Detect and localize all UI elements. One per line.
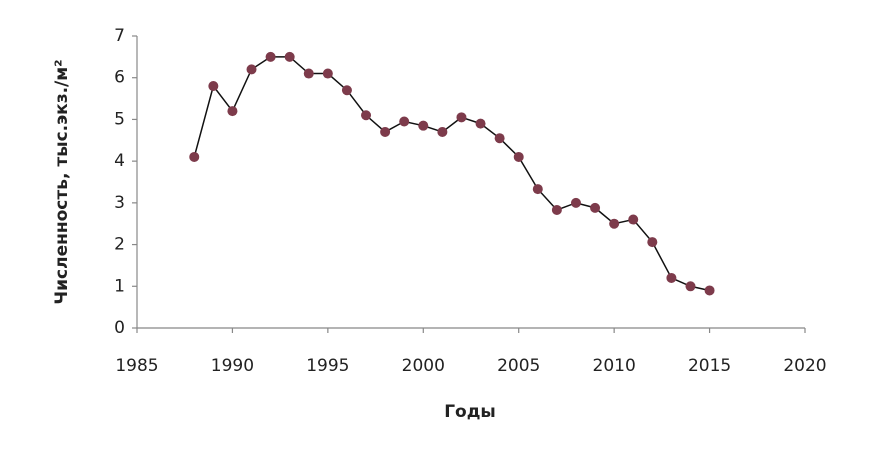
x-tick-label: 2000 xyxy=(402,356,445,376)
x-tick-label: 1985 xyxy=(115,356,158,376)
data-point xyxy=(399,116,410,127)
y-tick-label: 7 xyxy=(114,26,125,46)
data-point xyxy=(704,285,715,296)
y-axis-label: Численность, тыс.экз./м² xyxy=(52,59,72,304)
data-point xyxy=(208,81,219,92)
data-point xyxy=(570,197,581,208)
data-point xyxy=(380,126,391,137)
y-tick-label: 0 xyxy=(114,318,125,338)
y-tick-label: 1 xyxy=(114,276,125,296)
data-point xyxy=(456,112,467,123)
x-tick-label: 1990 xyxy=(211,356,254,376)
data-point xyxy=(437,126,448,137)
x-tick-label: 2010 xyxy=(593,356,636,376)
data-point xyxy=(609,218,620,229)
data-point xyxy=(189,151,200,162)
y-tick-label: 2 xyxy=(114,235,125,255)
y-tick-label: 3 xyxy=(114,193,125,213)
y-tick-label: 6 xyxy=(114,68,125,88)
data-point xyxy=(590,202,601,213)
x-tick-label: 2015 xyxy=(688,356,731,376)
data-point xyxy=(265,51,276,62)
data-point xyxy=(284,51,295,62)
data-point xyxy=(513,151,524,162)
series-line xyxy=(193,56,710,292)
data-point xyxy=(227,106,238,117)
data-point xyxy=(418,120,429,131)
y-tick-label: 5 xyxy=(114,109,125,129)
data-point xyxy=(361,110,372,121)
data-point xyxy=(494,133,505,144)
x-tick-label: 1995 xyxy=(306,356,349,376)
y-tick-label: 4 xyxy=(114,151,125,171)
data-point xyxy=(322,68,333,79)
data-point xyxy=(628,214,639,225)
data-point xyxy=(532,184,543,195)
data-point xyxy=(666,272,677,283)
x-tick-label: 2020 xyxy=(783,356,826,376)
x-tick-label: 2005 xyxy=(497,356,540,376)
data-point xyxy=(246,64,257,75)
data-point xyxy=(685,281,696,292)
data-point xyxy=(647,237,658,248)
data-point xyxy=(341,85,352,96)
data-point xyxy=(475,118,486,129)
data-point xyxy=(551,204,562,215)
data-point xyxy=(303,68,314,79)
x-axis-label: Годы xyxy=(444,402,496,422)
